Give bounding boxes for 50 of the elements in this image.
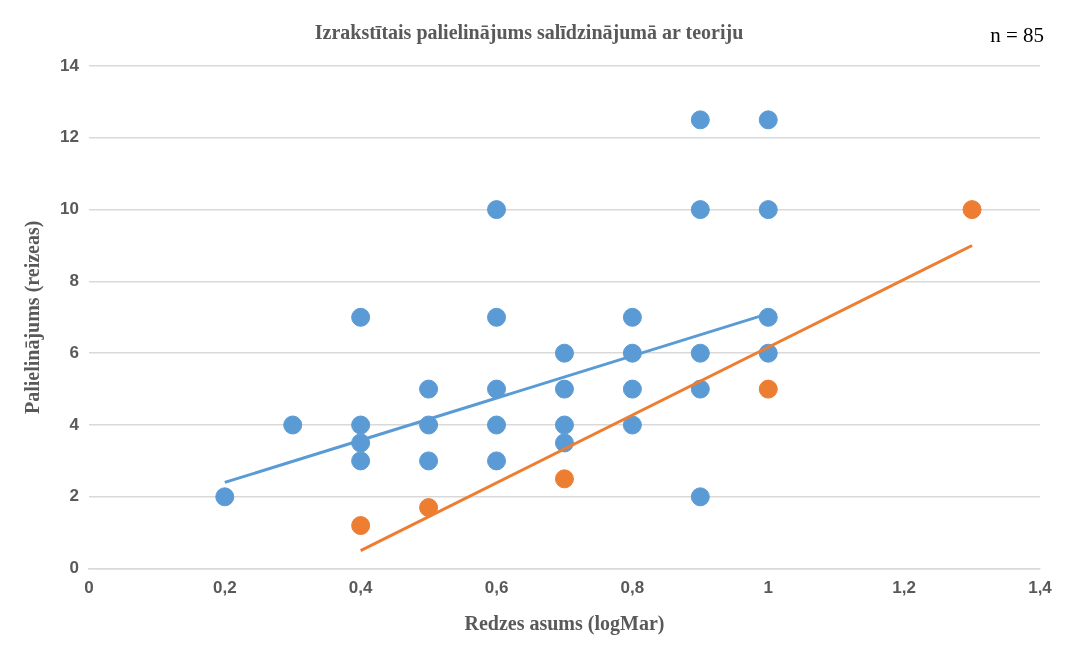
x-tick-label: 1 xyxy=(763,578,773,598)
point xyxy=(283,415,303,435)
point xyxy=(487,307,507,327)
point xyxy=(690,110,710,130)
point xyxy=(215,487,235,507)
point xyxy=(554,415,574,435)
y-tick-label: 10 xyxy=(59,199,79,219)
x-tick-label: 1,2 xyxy=(892,578,916,598)
y-axis-title: Palielinājums (reizeas) xyxy=(21,220,45,415)
x-tick-label: 0,4 xyxy=(348,578,374,598)
y-tick-label: 0 xyxy=(69,558,79,578)
point xyxy=(419,451,439,471)
point xyxy=(351,415,371,435)
point xyxy=(487,200,507,220)
y-tick-label: 2 xyxy=(69,486,79,506)
chart-title: Izrakstītais palielinājums salīdzinājumā ar teoriju xyxy=(314,21,744,45)
point xyxy=(351,451,371,471)
y-tick-label: 6 xyxy=(69,342,79,362)
y-tick-label: 8 xyxy=(69,271,79,291)
point xyxy=(962,200,982,220)
point xyxy=(690,487,710,507)
text: n = 85 xyxy=(990,22,1044,47)
point xyxy=(554,379,574,399)
point xyxy=(351,307,371,327)
x-tick-label: 1,4 xyxy=(1028,578,1053,598)
x-tick-label: 0,6 xyxy=(484,578,509,598)
point xyxy=(622,307,642,327)
point xyxy=(487,379,507,399)
point xyxy=(419,379,439,399)
point xyxy=(690,200,710,220)
point xyxy=(419,498,439,518)
point xyxy=(554,343,574,363)
point xyxy=(554,469,574,489)
x-tick-label: 0,2 xyxy=(212,578,237,598)
x-tick-label: 0 xyxy=(84,578,94,598)
y-tick-label: 12 xyxy=(59,127,79,147)
point xyxy=(622,379,642,399)
x-tick-label: 0,8 xyxy=(620,578,645,598)
y-tick-label: 14 xyxy=(59,55,80,75)
point xyxy=(487,415,507,435)
point xyxy=(622,415,642,435)
point xyxy=(487,451,507,471)
point xyxy=(758,110,778,130)
point xyxy=(351,516,371,536)
point xyxy=(758,200,778,220)
x-axis-title: Redzes asums (logMar) xyxy=(464,612,665,636)
point xyxy=(758,379,778,399)
point xyxy=(758,307,778,327)
y-tick-label: 4 xyxy=(69,414,80,434)
point xyxy=(690,343,710,363)
